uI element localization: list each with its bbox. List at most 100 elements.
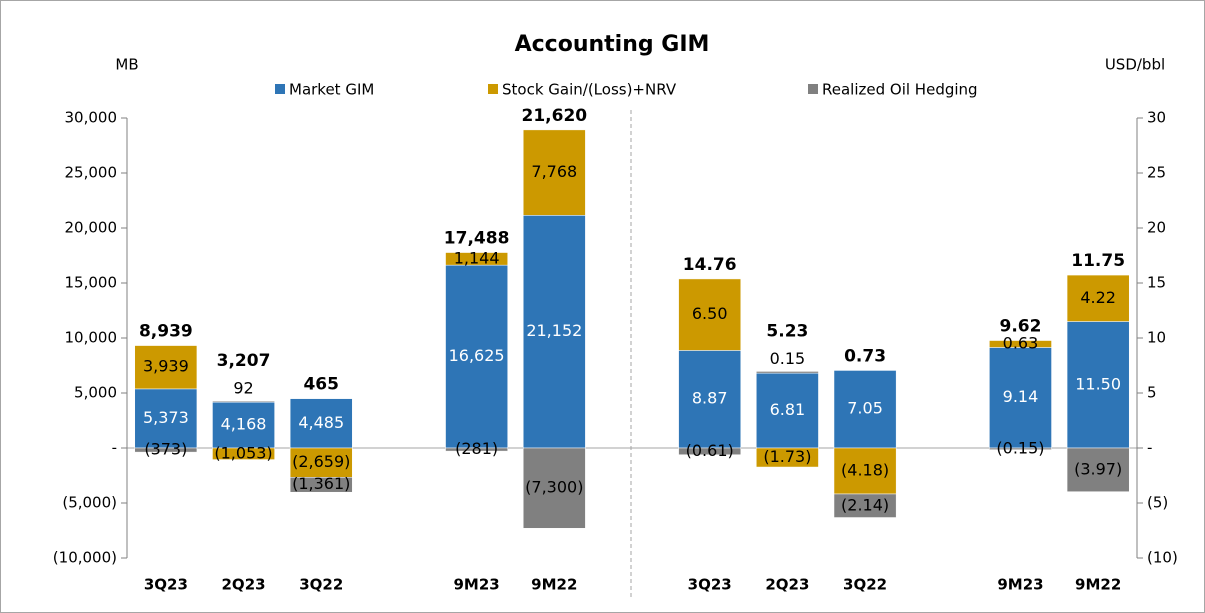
value-label: 4,485 [298, 413, 344, 432]
bar-segment [445, 447, 508, 452]
value-label: (0.15) [996, 438, 1044, 457]
bar-segment [1066, 321, 1130, 449]
bar-segment [522, 215, 586, 449]
bar-segment [678, 278, 742, 351]
bar-segment [678, 447, 742, 455]
total-label: 11.75 [1071, 251, 1125, 271]
y-tick-label: 10,000 [65, 329, 118, 347]
x-tick-label: 9M22 [531, 576, 577, 594]
y-tick-label: 15,000 [65, 274, 118, 292]
bar-segment [522, 447, 586, 529]
bar-segment [989, 347, 1052, 449]
value-label: 5,373 [143, 408, 189, 427]
value-label: 6.50 [692, 304, 728, 323]
bar-segment [134, 345, 198, 390]
value-label: 11.50 [1075, 374, 1121, 393]
y-tick-label: 20 [1147, 219, 1166, 237]
total-label: 17,488 [444, 229, 510, 249]
bar-segment [678, 350, 742, 449]
bar-segment [289, 476, 353, 493]
value-label: (373) [144, 440, 187, 459]
value-label: (2.14) [841, 495, 889, 514]
y-tick-label: - [1147, 439, 1152, 457]
total-label: 21,620 [522, 106, 588, 126]
bar-segment [1066, 274, 1130, 322]
x-tick-label: 2Q23 [222, 576, 266, 594]
y-tick-label: 10 [1147, 329, 1166, 347]
value-label: (3.97) [1074, 459, 1122, 478]
legend-label: Realized Oil Hedging [822, 81, 978, 99]
bar-segment [833, 370, 897, 449]
bar-segment [756, 372, 819, 449]
y-axis-label: MB [115, 56, 138, 74]
bar-segment [989, 447, 1052, 450]
y2-axis-label: USD/bbl [1105, 56, 1165, 74]
total-label: 3,207 [217, 351, 271, 371]
value-label: (281) [455, 439, 498, 458]
y-tick-label: 20,000 [65, 219, 118, 237]
x-tick-label: 3Q23 [688, 576, 732, 594]
y-tick-label: (10) [1147, 549, 1178, 567]
bar-segment [833, 493, 897, 518]
y-tick-label: 30,000 [65, 109, 118, 127]
value-label: (2,659) [292, 452, 350, 471]
y-tick-label: 15 [1147, 274, 1166, 292]
value-label: (1,053) [214, 443, 272, 462]
value-label: (1.73) [763, 447, 811, 466]
value-label: (7,300) [525, 478, 583, 497]
value-label: (0.61) [686, 441, 734, 460]
x-tick-label: 3Q22 [843, 576, 887, 594]
bar-segment [756, 371, 819, 374]
total-label: 465 [303, 375, 339, 395]
y-tick-label: 5 [1147, 384, 1157, 402]
bar-segment [522, 129, 586, 216]
bar-segment [445, 264, 508, 449]
value-label: 6.81 [770, 400, 806, 419]
y-tick-label: (5) [1147, 494, 1168, 512]
bar-segment [989, 340, 1052, 348]
x-tick-label: 3Q23 [144, 576, 188, 594]
legend-swatch [488, 84, 498, 94]
legend-swatch [275, 84, 285, 94]
x-tick-label: 9M23 [453, 576, 499, 594]
total-label: 0.73 [844, 346, 886, 366]
y-tick-label: (10,000) [53, 549, 117, 567]
bar-segment [1066, 447, 1130, 492]
value-label: 0.15 [770, 349, 806, 368]
total-label: 14.76 [683, 255, 737, 275]
value-label: 21,152 [526, 321, 582, 340]
bar-segment [134, 447, 198, 453]
value-label: 8.87 [692, 389, 728, 408]
bar-segment [134, 388, 198, 449]
y-tick-label: 25 [1147, 164, 1166, 182]
total-label: 9.62 [999, 317, 1041, 337]
value-label: 0.63 [1003, 333, 1039, 352]
bar-segment [445, 252, 508, 266]
value-label: 16,625 [449, 346, 505, 365]
value-label: 92 [233, 379, 253, 398]
legend-label: Stock Gain/(Loss)+NRV [502, 81, 677, 99]
value-label: 9.14 [1003, 387, 1039, 406]
bar-segment [212, 447, 275, 460]
y-tick-label: (5,000) [62, 494, 117, 512]
total-label: 5.23 [766, 321, 808, 341]
x-tick-label: 3Q22 [299, 576, 343, 594]
y-tick-label: 25,000 [65, 164, 118, 182]
value-label: 7.05 [847, 399, 883, 418]
chart-title: Accounting GIM [515, 32, 710, 57]
legend-label: Market GIM [289, 81, 374, 99]
y-tick-label: 30 [1147, 109, 1166, 127]
bar-segment [833, 447, 897, 495]
value-label: (1,361) [292, 474, 350, 493]
y-tick-label: 5,000 [74, 384, 117, 402]
value-label: 1,144 [454, 248, 500, 267]
x-tick-label: 9M23 [997, 576, 1043, 594]
bar-segment [212, 400, 275, 403]
bar-segment [756, 447, 819, 468]
value-label: 7,768 [531, 162, 577, 181]
value-label: 4,168 [221, 415, 267, 434]
value-label: 3,939 [143, 357, 189, 376]
value-label: 4.22 [1080, 288, 1116, 307]
